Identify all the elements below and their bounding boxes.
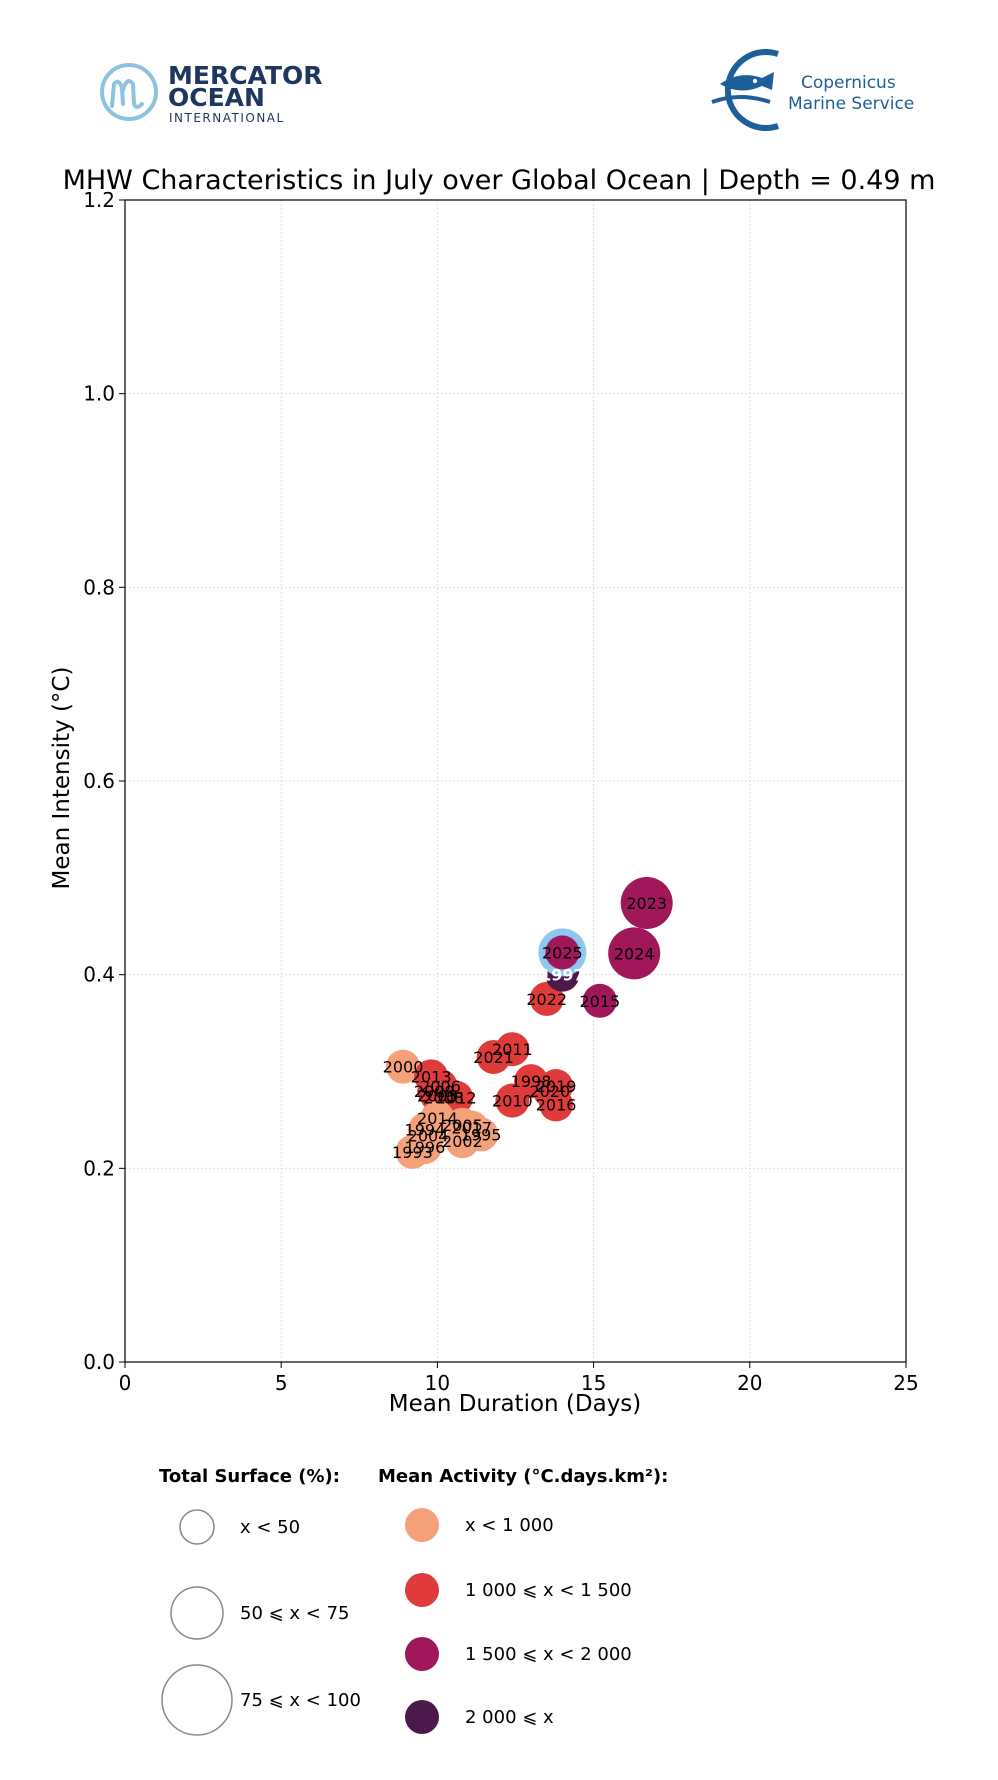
x-tick-label: 20 xyxy=(737,1371,762,1395)
x-tick-label: 25 xyxy=(893,1371,918,1395)
axes: 0 5 10 15 20 250.00.20.40.60.81.01.2 xyxy=(83,188,919,1395)
point-label-1993: 1993 xyxy=(392,1143,433,1162)
x-tick-label: 5 xyxy=(275,1371,288,1395)
point-2021 xyxy=(476,1039,511,1074)
legend-activity-1000to1500-marker xyxy=(405,1573,439,1607)
point-label-2023: 2023 xyxy=(626,894,667,913)
mercator-ocean-logo: MERCATOR OCEAN INTERNATIONAL xyxy=(100,61,323,125)
point-label-2017: 2017 xyxy=(451,1119,492,1138)
legend-activity-title: Mean Activity (°C.days.km²): xyxy=(378,1466,668,1487)
y-tick-label: 0.0 xyxy=(83,1350,115,1374)
point-2000 xyxy=(386,1049,421,1084)
point-label-2014: 2014 xyxy=(417,1109,458,1128)
legend-surface-50to75-marker xyxy=(170,1586,224,1640)
y-tick-label: 1.0 xyxy=(83,382,115,406)
mercator-m-icon xyxy=(110,79,144,109)
point-label-2011: 2011 xyxy=(492,1040,533,1059)
legend-activity-1500to2000-marker xyxy=(405,1637,439,1671)
grid-lines xyxy=(125,200,906,1362)
point-label-2003: 2003 xyxy=(417,1087,458,1106)
point-label-2019: 2019 xyxy=(536,1077,577,1096)
y-tick-label: 1.2 xyxy=(83,188,115,212)
point-label-2012: 2012 xyxy=(436,1089,477,1108)
point-label-2004: 2004 xyxy=(408,1126,449,1145)
copernicus-logo: Copernicus Marine Service xyxy=(711,49,914,131)
point-2016 xyxy=(539,1087,574,1122)
logo-mercator-text: MERCATOR xyxy=(168,61,323,90)
point-2023 xyxy=(620,877,673,930)
point-label-2024: 2024 xyxy=(614,944,655,963)
legend-surface-lt50-label: x < 50 xyxy=(240,1517,300,1538)
point-label-2015: 2015 xyxy=(579,992,620,1011)
legend-surface-75to100-marker xyxy=(161,1664,233,1736)
legend-activity-lt1000-marker xyxy=(405,1508,439,1542)
point-label-1995: 1995 xyxy=(461,1125,502,1144)
legend: Total Surface (%): Mean Activity (°C.day… xyxy=(159,1466,668,1736)
point-2024 xyxy=(608,927,661,980)
x-tick-label: 10 xyxy=(425,1371,450,1395)
legend-activity-1000to1500-label: 1 000 ⩽ x < 1 500 xyxy=(465,1580,632,1601)
point-2002 xyxy=(445,1124,480,1159)
logo-ocean-text: OCEAN xyxy=(168,83,265,112)
legend-activity-ge2000-marker xyxy=(405,1700,439,1734)
point-label-2000: 2000 xyxy=(383,1058,424,1077)
fish-icon xyxy=(720,72,774,91)
point-label-2016: 2016 xyxy=(536,1095,577,1114)
legend-surface-title: Total Surface (%): xyxy=(159,1466,340,1487)
point-2010 xyxy=(495,1083,530,1118)
y-tick-label: 0.4 xyxy=(83,963,115,987)
chart-title: MHW Characteristics in July over Global … xyxy=(63,165,936,196)
point-label-1997: 1997 xyxy=(540,966,585,985)
point-1993 xyxy=(395,1134,430,1169)
y-tick-label: 0.8 xyxy=(83,575,115,599)
point-label-2005: 2005 xyxy=(442,1116,483,1135)
legend-activity-ge2000-label: 2 000 ⩽ x xyxy=(465,1707,554,1728)
logo-international-text: INTERNATIONAL xyxy=(169,111,285,125)
point-label-2006: 2006 xyxy=(420,1077,461,1096)
point-label-1994: 1994 xyxy=(405,1121,446,1140)
legend-surface-75to100-label: 75 ⩽ x < 100 xyxy=(240,1690,361,1711)
legend-surface-lt50-marker xyxy=(179,1509,215,1545)
legend-surface-50to75-label: 50 ⩽ x < 75 xyxy=(240,1603,350,1624)
point-label-1998: 1998 xyxy=(511,1072,552,1091)
point-label-2021: 2021 xyxy=(473,1048,514,1067)
point-label-2008: 2008 xyxy=(423,1089,464,1108)
y-tick-label: 0.6 xyxy=(83,769,115,793)
y-tick-label: 0.2 xyxy=(83,1156,115,1180)
point-2025 xyxy=(545,935,580,970)
point-label-1996: 1996 xyxy=(405,1138,446,1157)
x-axis-label: Mean Duration (Days) xyxy=(389,1391,642,1417)
mercator-logo-circle-icon xyxy=(100,63,158,121)
y-axis-label: Mean Intensity (°C) xyxy=(49,667,75,890)
copernicus-arc-icon xyxy=(724,49,779,131)
point-label-2025: 2025 xyxy=(542,943,583,962)
point-label-2010: 2010 xyxy=(492,1092,533,1111)
legend-activity-1500to2000-label: 1 500 ⩽ x < 2 000 xyxy=(465,1644,632,1665)
point-label-2022: 2022 xyxy=(526,990,567,1009)
point-label-2020: 2020 xyxy=(530,1082,571,1101)
legend-activity-lt1000-label: x < 1 000 xyxy=(465,1515,554,1536)
logo-marine-service-text: Marine Service xyxy=(788,94,914,114)
point-2015 xyxy=(582,983,617,1018)
fish-eye-icon xyxy=(752,78,758,84)
point-label-2013: 2013 xyxy=(411,1067,452,1086)
logo-copernicus-text: Copernicus xyxy=(801,73,896,93)
x-tick-label: 0 xyxy=(119,1371,132,1395)
point-label-2009: 2009 xyxy=(414,1082,455,1101)
point-2022 xyxy=(529,981,564,1016)
x-tick-label: 15 xyxy=(581,1371,606,1395)
point-label-2002: 2002 xyxy=(442,1132,483,1151)
wave-icon xyxy=(711,95,771,104)
